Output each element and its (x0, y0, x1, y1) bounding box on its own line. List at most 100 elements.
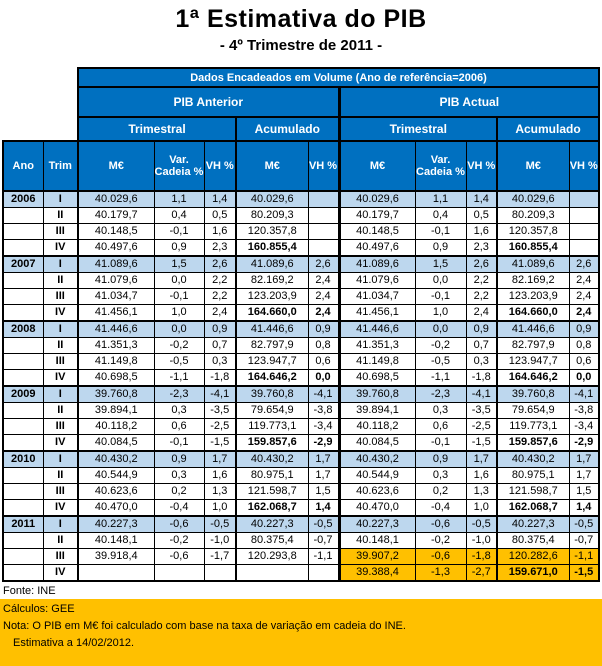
value-cell: 1,5 (568, 483, 601, 500)
value-cell: -3,4 (307, 418, 340, 435)
value-cell: 82.797,9 (496, 337, 570, 354)
value-cell: 164.660,0 (235, 304, 309, 322)
pib-note: Nota: O PIB em M€ foi calculado com base… (3, 620, 406, 632)
value-cell: 39.388,4 (337, 564, 416, 582)
value-cell: 40.179,7 (77, 207, 155, 224)
value-cell: 0,7 (465, 337, 498, 354)
table-row: IV 41.456,1 1,0 2,4 164.660,0 2,4 41.456,1 1,0 2… (2, 304, 601, 322)
value-cell: 2,4 (307, 272, 340, 289)
table-row: IV 40.470,0 -0,4 1,0 162.068,7 1,4 40.470,0 -0,… (2, 499, 601, 517)
value-cell: 0,9 (307, 320, 340, 338)
table-row: II 41.079,6 0,0 2,2 82.169,2 2,4 41.079,6 0,0 2,… (2, 272, 601, 289)
year-cell (2, 564, 44, 582)
value-cell: 2,4 (307, 288, 340, 305)
value-cell: 2,6 (203, 255, 237, 273)
header-spacer (3, 68, 78, 87)
value-cell: 0,0 (414, 272, 467, 289)
value-cell: -0,1 (153, 288, 205, 305)
value-cell: 0,2 (153, 483, 205, 500)
table-row: 2006 I 40.029,6 1,1 1,4 40.029,6 40.029,6 1,1 1,… (2, 190, 601, 208)
value-cell: 40.084,5 (337, 434, 416, 452)
estimativa-note: Estimativa a 14/02/2012. (13, 637, 135, 649)
subgroup-actual-acumulado: Acumulado (495, 116, 601, 142)
value-cell: 80.375,4 (496, 532, 570, 549)
value-cell: 40.470,0 (337, 499, 416, 517)
table-body: 2006 I 40.029,6 1,1 1,4 40.029,6 40.029,6 1,1 1,… (2, 190, 601, 582)
value-cell: 1,7 (307, 450, 340, 468)
value-cell: -0,2 (414, 532, 467, 549)
table-row: III 40.623,6 0,2 1,3 121.598,7 1,5 40.623,6 0,2… (2, 483, 601, 500)
year-cell (2, 304, 44, 322)
trim-cell: III (42, 548, 79, 565)
value-cell: 0,3 (203, 353, 237, 370)
value-cell: 40.698,5 (77, 369, 155, 387)
value-cell: -0,1 (414, 223, 467, 240)
table-row: II 40.148,1 -0,2 -1,0 80.375,4 -0,7 40.148,1 -0… (2, 532, 601, 549)
value-cell: -4,1 (307, 385, 340, 403)
value-cell: 82.169,2 (235, 272, 309, 289)
value-cell: -0,1 (414, 288, 467, 305)
value-cell: 123.203,9 (496, 288, 570, 305)
value-cell: 0,9 (203, 320, 237, 338)
value-cell: -1,1 (153, 369, 205, 387)
value-cell: 40.148,1 (77, 532, 155, 549)
value-cell: -1,5 (465, 434, 498, 452)
col-header-me: M€ (337, 140, 416, 192)
year-cell: 2006 (2, 190, 44, 208)
value-cell: -1,1 (568, 548, 601, 565)
value-cell: 0,3 (465, 353, 498, 370)
value-cell: 162.068,7 (496, 499, 570, 517)
pib-table-container: Dados Encadeados em Volume (Ano de refer… (2, 67, 602, 582)
trim-cell: III (42, 288, 79, 305)
value-cell: 2,6 (307, 255, 340, 273)
trim-cell: III (42, 418, 79, 435)
value-cell: -0,5 (153, 353, 205, 370)
table-top-header: Dados Encadeados em Volume (Ano de refer… (76, 67, 601, 88)
value-cell: 2,4 (203, 304, 237, 322)
trim-cell: III (42, 223, 79, 240)
year-cell (2, 353, 44, 370)
table-row: IV 40.497,6 0,9 2,3 160.855,4 40.497,6 0,9 2,3 1… (2, 239, 601, 257)
value-cell: 159.857,6 (235, 434, 309, 452)
value-cell: 40.148,5 (77, 223, 155, 240)
value-cell: -2,3 (414, 385, 467, 403)
year-cell: 2009 (2, 385, 44, 403)
value-cell: -2,9 (568, 434, 601, 452)
value-cell: 40.118,2 (337, 418, 416, 435)
year-cell: 2007 (2, 255, 44, 273)
value-cell: 0,5 (465, 207, 498, 224)
value-cell: -3,4 (568, 418, 601, 435)
value-cell: -2,3 (153, 385, 205, 403)
value-cell: 41.446,6 (337, 320, 416, 338)
value-cell: 1,0 (465, 499, 498, 517)
value-cell: -1,5 (203, 434, 237, 452)
value-cell: -2,5 (203, 418, 237, 435)
value-cell: 1,4 (203, 190, 237, 208)
trim-cell: IV (42, 369, 79, 387)
subgroup-anterior-acumulado: Acumulado (235, 116, 340, 142)
value-cell: -0,5 (465, 515, 498, 533)
value-cell: 160.855,4 (496, 239, 570, 257)
table-row: 2011 I 40.227,3 -0,6 -0,5 40.227,3 -0,5 40.227,… (2, 515, 601, 533)
page-subtitle: - 4º Trimestre de 2011 - (219, 37, 383, 54)
value-cell: 40.544,9 (337, 467, 416, 484)
value-cell: 0,9 (414, 239, 467, 257)
value-cell (568, 207, 601, 224)
value-cell: 2,4 (568, 304, 601, 322)
value-cell: -4,1 (568, 385, 601, 403)
table-row: III 39.918,4 -0,6 -1,7 120.293,8 -1,1 39.907,2… (2, 548, 601, 565)
col-header-me: M€ (496, 140, 570, 192)
year-cell (2, 434, 44, 452)
value-cell: 40.430,2 (337, 450, 416, 468)
value-cell: 80.209,3 (235, 207, 309, 224)
value-cell: -0,5 (568, 515, 601, 533)
value-cell: 80.975,1 (235, 467, 309, 484)
value-cell: 82.169,2 (496, 272, 570, 289)
value-cell: 1,4 (465, 190, 498, 208)
value-cell: 2,6 (568, 255, 601, 273)
value-cell: 40.227,3 (496, 515, 570, 533)
value-cell: -1,0 (465, 532, 498, 549)
value-cell: 79.654,9 (496, 402, 570, 419)
value-cell: 41.446,6 (496, 320, 570, 338)
value-cell: 0,3 (153, 402, 205, 419)
